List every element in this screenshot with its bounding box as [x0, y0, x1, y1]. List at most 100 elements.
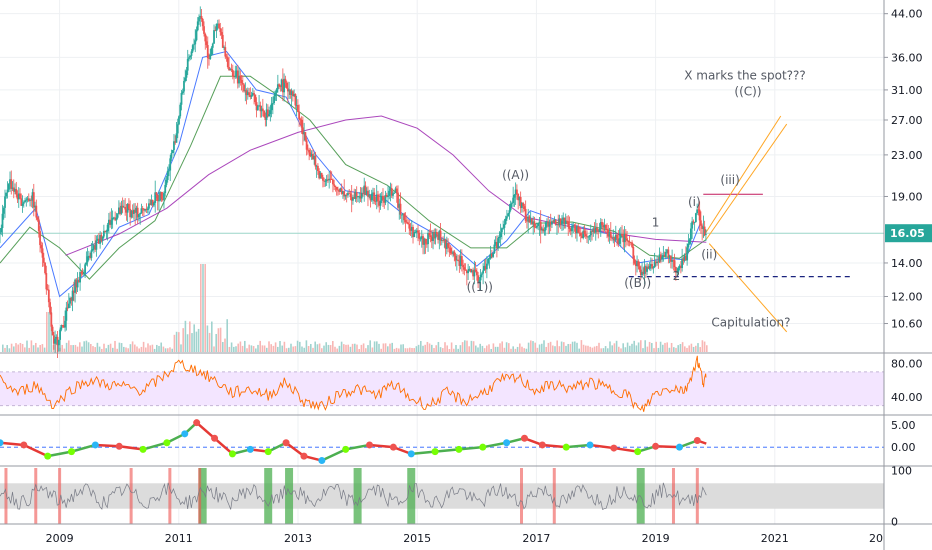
- volume-bar: [547, 342, 550, 352]
- candle-body: [184, 77, 187, 82]
- volume-bar: [362, 343, 365, 352]
- volume-bar: [631, 343, 633, 352]
- volume-bar: [563, 342, 565, 352]
- volume-bar: [338, 345, 341, 352]
- candle-body: [14, 188, 16, 192]
- candle-body: [231, 70, 234, 77]
- candle-body: [661, 257, 663, 260]
- candle-body: [703, 226, 706, 235]
- candle-body: [528, 216, 531, 223]
- candle-body: [195, 30, 198, 41]
- price-tick-label: 31.00: [891, 84, 923, 97]
- volume-bar: [398, 348, 400, 352]
- candle-body: [599, 222, 602, 229]
- moving-average-1: [0, 75, 707, 280]
- volume-bar: [292, 346, 294, 352]
- volume-bar: [248, 344, 250, 352]
- candle-body: [521, 203, 523, 208]
- volume-bar: [659, 341, 662, 352]
- volume-bar: [158, 345, 160, 352]
- wave-label-2: ((B)): [624, 276, 651, 290]
- volume-bars: [2, 264, 708, 352]
- candle-body: [194, 40, 197, 45]
- candle-body: [74, 279, 76, 293]
- volume-bar: [285, 348, 288, 352]
- candle-body: [498, 237, 501, 239]
- candle-body: [412, 226, 414, 238]
- candle-body: [54, 338, 56, 344]
- volume-bar: [426, 341, 429, 352]
- candle-body: [497, 238, 500, 248]
- candle-body: [189, 55, 192, 58]
- volume-bar: [263, 345, 266, 352]
- volume-bar: [488, 344, 490, 352]
- momentum-dot: [366, 441, 374, 449]
- candle-body: [509, 203, 512, 211]
- candle-body: [25, 199, 28, 201]
- candle-body: [484, 266, 487, 270]
- candle-body: [467, 270, 469, 274]
- volume-bar: [481, 345, 484, 352]
- volume-bar: [591, 347, 594, 352]
- volume-bar: [151, 344, 154, 352]
- candle-body: [249, 95, 252, 97]
- volume-bar: [461, 342, 464, 352]
- candle-body: [514, 189, 517, 195]
- candle-body: [101, 236, 104, 241]
- candle-body: [116, 214, 119, 218]
- candle-body: [310, 154, 313, 157]
- candle-body: [173, 141, 175, 150]
- volume-bar: [310, 343, 312, 352]
- candle-body: [693, 222, 696, 223]
- candle-body: [301, 127, 304, 135]
- volume-bar: [543, 340, 545, 352]
- volume-bar: [499, 343, 501, 352]
- candle-body: [81, 273, 84, 275]
- volume-bar: [94, 347, 96, 352]
- candle-body: [236, 70, 239, 84]
- momentum-segment: [142, 441, 168, 451]
- candle-body: [348, 192, 351, 194]
- candle-body: [702, 226, 705, 229]
- volume-bar: [19, 342, 22, 352]
- volume-bar: [50, 312, 52, 352]
- candle-body: [118, 207, 120, 215]
- volume-bar: [136, 346, 138, 352]
- candle-body: [455, 259, 458, 261]
- candle-body: [636, 261, 638, 267]
- candle-body: [375, 194, 378, 202]
- candle-body: [138, 214, 140, 218]
- candle-body: [546, 221, 548, 223]
- candle-body: [300, 119, 303, 128]
- candle-body: [420, 236, 423, 239]
- volume-bar: [365, 348, 367, 352]
- candle-body: [666, 249, 669, 252]
- volume-bar: [343, 344, 345, 352]
- momentum-dot: [538, 441, 546, 449]
- volume-bar: [288, 347, 290, 352]
- volume-bar: [230, 342, 233, 352]
- candle-body: [208, 58, 210, 59]
- volume-bar: [103, 343, 105, 352]
- volume-bar: [327, 344, 330, 352]
- momentum-dot: [163, 439, 171, 447]
- candle-body: [629, 242, 632, 244]
- candle-body: [146, 208, 149, 210]
- volume-bar: [142, 341, 145, 352]
- candle-body: [123, 206, 125, 208]
- candle-body: [417, 230, 419, 233]
- volume-bar: [347, 344, 349, 352]
- candle-body: [609, 231, 612, 238]
- volume-bar: [644, 340, 646, 352]
- volume-bar: [167, 348, 169, 352]
- candle-body: [200, 15, 203, 19]
- volume-bar: [17, 344, 19, 352]
- candle-body: [656, 261, 658, 264]
- candle-body: [519, 196, 522, 208]
- volume-bar: [391, 342, 393, 352]
- volume-bar: [125, 347, 127, 352]
- candle-body: [240, 80, 243, 84]
- candle-body: [179, 104, 182, 117]
- candle-body: [632, 246, 635, 259]
